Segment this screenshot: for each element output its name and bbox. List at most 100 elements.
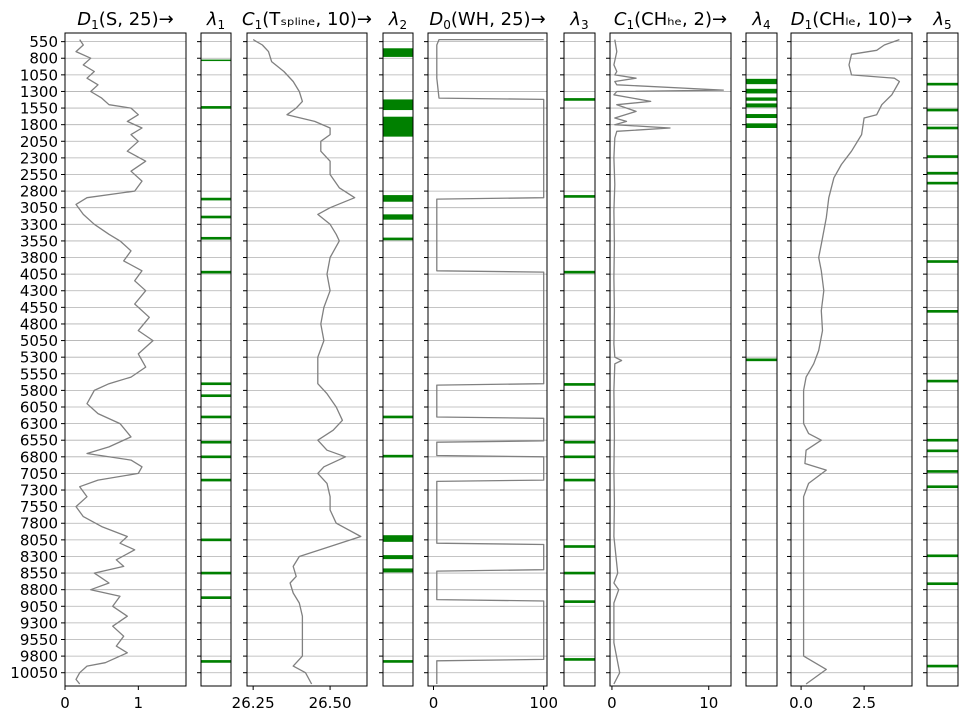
- panel-title-l2: λ2: [388, 9, 407, 32]
- panel-chhf: 0 10 C1(CHₕₑ, 2)→: [606, 9, 732, 712]
- event-band-l4-5: [746, 123, 777, 128]
- y-tick-label-18: 5050: [20, 332, 58, 350]
- panel-s: 0 1 D1(S, 25)→: [60, 9, 187, 712]
- event-band-l1-9: [201, 440, 231, 444]
- y-tick-label-31: 8300: [20, 548, 58, 566]
- event-band-l5-7: [927, 310, 958, 313]
- panel-frame-l3: [563, 32, 596, 687]
- event-band-l2-9: [383, 555, 413, 560]
- panel-frame-wh: [427, 32, 548, 687]
- y-tick-label-26: 7050: [20, 465, 58, 483]
- event-band-l4-4: [746, 114, 777, 119]
- y-tick-label-32: 8550: [20, 565, 58, 583]
- event-band-l2-1: [383, 99, 413, 111]
- event-band-l1-13: [201, 571, 231, 575]
- event-band-l3-1: [564, 195, 595, 198]
- event-band-l4-2: [746, 97, 777, 101]
- event-band-l2-8: [383, 535, 413, 542]
- event-band-l2-6: [383, 415, 413, 419]
- event-band-l3-3: [564, 383, 595, 386]
- panel-frame-s: [64, 32, 187, 687]
- panel-frame-chlf: [790, 32, 913, 687]
- event-band-l4-6: [746, 358, 777, 362]
- event-band-l2-3: [383, 195, 413, 202]
- event-band-l1-14: [201, 596, 231, 599]
- y-tick-label-12: 3550: [20, 232, 58, 250]
- panel-t: 26.25 26.50 C1(Tₛₚₗᵢₙₑ, 10)→: [232, 9, 372, 712]
- y-tick-label-17: 4800: [20, 315, 58, 333]
- event-band-l1-4: [201, 236, 231, 240]
- y-tick-label-29: 7800: [20, 515, 58, 533]
- y-tick-label-15: 4300: [20, 282, 58, 300]
- series-chlf: [802, 38, 901, 685]
- panel-title-wh: D0(WH, 25)→: [429, 9, 545, 32]
- event-band-l5-12: [927, 485, 958, 489]
- y-tick-label-28: 7550: [20, 498, 58, 516]
- series-wh: [436, 38, 545, 684]
- event-band-l5-1: [927, 108, 958, 112]
- y-tick-label-11: 3300: [20, 216, 58, 234]
- panel-title-chlf: D1(CHₗₑ, 10)→: [791, 9, 913, 32]
- panel-title-l4: λ4: [751, 9, 770, 32]
- y-tick-label-20: 5550: [20, 365, 58, 383]
- event-band-l3-9: [564, 571, 595, 575]
- x-tick-label-chlf-0: 0.0: [789, 694, 813, 712]
- y-tick-label-37: 9800: [20, 648, 58, 666]
- event-band-l1-8: [201, 415, 231, 419]
- y-tick-label-2: 1050: [20, 66, 58, 84]
- event-band-l2-11: [383, 660, 413, 663]
- event-band-l2-10: [383, 568, 413, 573]
- x-tick-label-s-0: 0: [60, 694, 70, 712]
- event-band-l1-10: [201, 455, 231, 459]
- y-tick-label-1: 800: [29, 50, 58, 68]
- y-tick-label-27: 7300: [20, 482, 58, 500]
- y-tick-label-9: 2800: [20, 183, 58, 201]
- event-band-l2-5: [383, 237, 413, 241]
- y-tick-label-16: 4550: [20, 299, 58, 317]
- x-tick-label-t-0: 26.25: [232, 694, 275, 712]
- event-band-l5-13: [927, 554, 958, 558]
- series-t: [252, 39, 362, 685]
- event-band-l1-7: [201, 394, 231, 398]
- event-band-l5-5: [927, 181, 958, 185]
- x-tick-label-s-1: 1: [134, 694, 144, 712]
- panel-frame-chhf: [609, 32, 732, 687]
- event-band-l3-7: [564, 478, 595, 482]
- event-band-l4-1: [746, 88, 777, 94]
- y-tick-label-10: 3050: [20, 199, 58, 217]
- event-band-l1-12: [201, 538, 231, 542]
- event-band-l3-11: [564, 658, 595, 661]
- event-band-l1-3: [201, 215, 231, 219]
- y-tick-label-6: 2050: [20, 133, 58, 151]
- series-s: [75, 39, 154, 685]
- panel-title-l1: λ1: [206, 9, 225, 32]
- series-chhf: [613, 39, 724, 685]
- event-band-l1-11: [201, 478, 231, 482]
- y-tick-label-4: 1550: [20, 100, 58, 118]
- y-tick-label-13: 3800: [20, 249, 58, 267]
- y-tick-label-14: 4050: [20, 266, 58, 284]
- event-band-l5-11: [927, 470, 958, 473]
- x-tick-label-chhf-0: 0: [607, 694, 617, 712]
- event-band-l3-8: [564, 545, 595, 548]
- event-band-l2-0: [383, 48, 413, 57]
- event-band-l1-2: [201, 197, 231, 201]
- event-band-l1-5: [201, 270, 231, 274]
- x-tick-label-chlf-1: 2.5: [852, 694, 876, 712]
- panel-l3: λ3: [560, 9, 596, 687]
- y-tick-label-19: 5300: [20, 349, 58, 367]
- panel-title-chhf: C1(CHₕₑ, 2)→: [614, 9, 727, 32]
- x-tick-label-wh-1: 100: [529, 694, 558, 712]
- event-band-l5-4: [927, 171, 958, 175]
- event-band-l2-4: [383, 214, 413, 220]
- panel-frame-l1: [200, 32, 232, 687]
- y-tick-label-38: 10050: [10, 664, 58, 682]
- x-tick-label-wh-0: 0: [429, 694, 439, 712]
- y-tick-label-8: 2550: [20, 166, 58, 184]
- panel-l4: λ4: [742, 9, 778, 687]
- panel-title-l5: λ5: [932, 9, 951, 32]
- event-band-l4-3: [746, 103, 777, 108]
- panel-title-l3: λ3: [569, 9, 588, 32]
- panel-title-t: C1(Tₛₚₗᵢₙₑ, 10)→: [242, 9, 372, 32]
- event-band-l3-2: [564, 270, 595, 274]
